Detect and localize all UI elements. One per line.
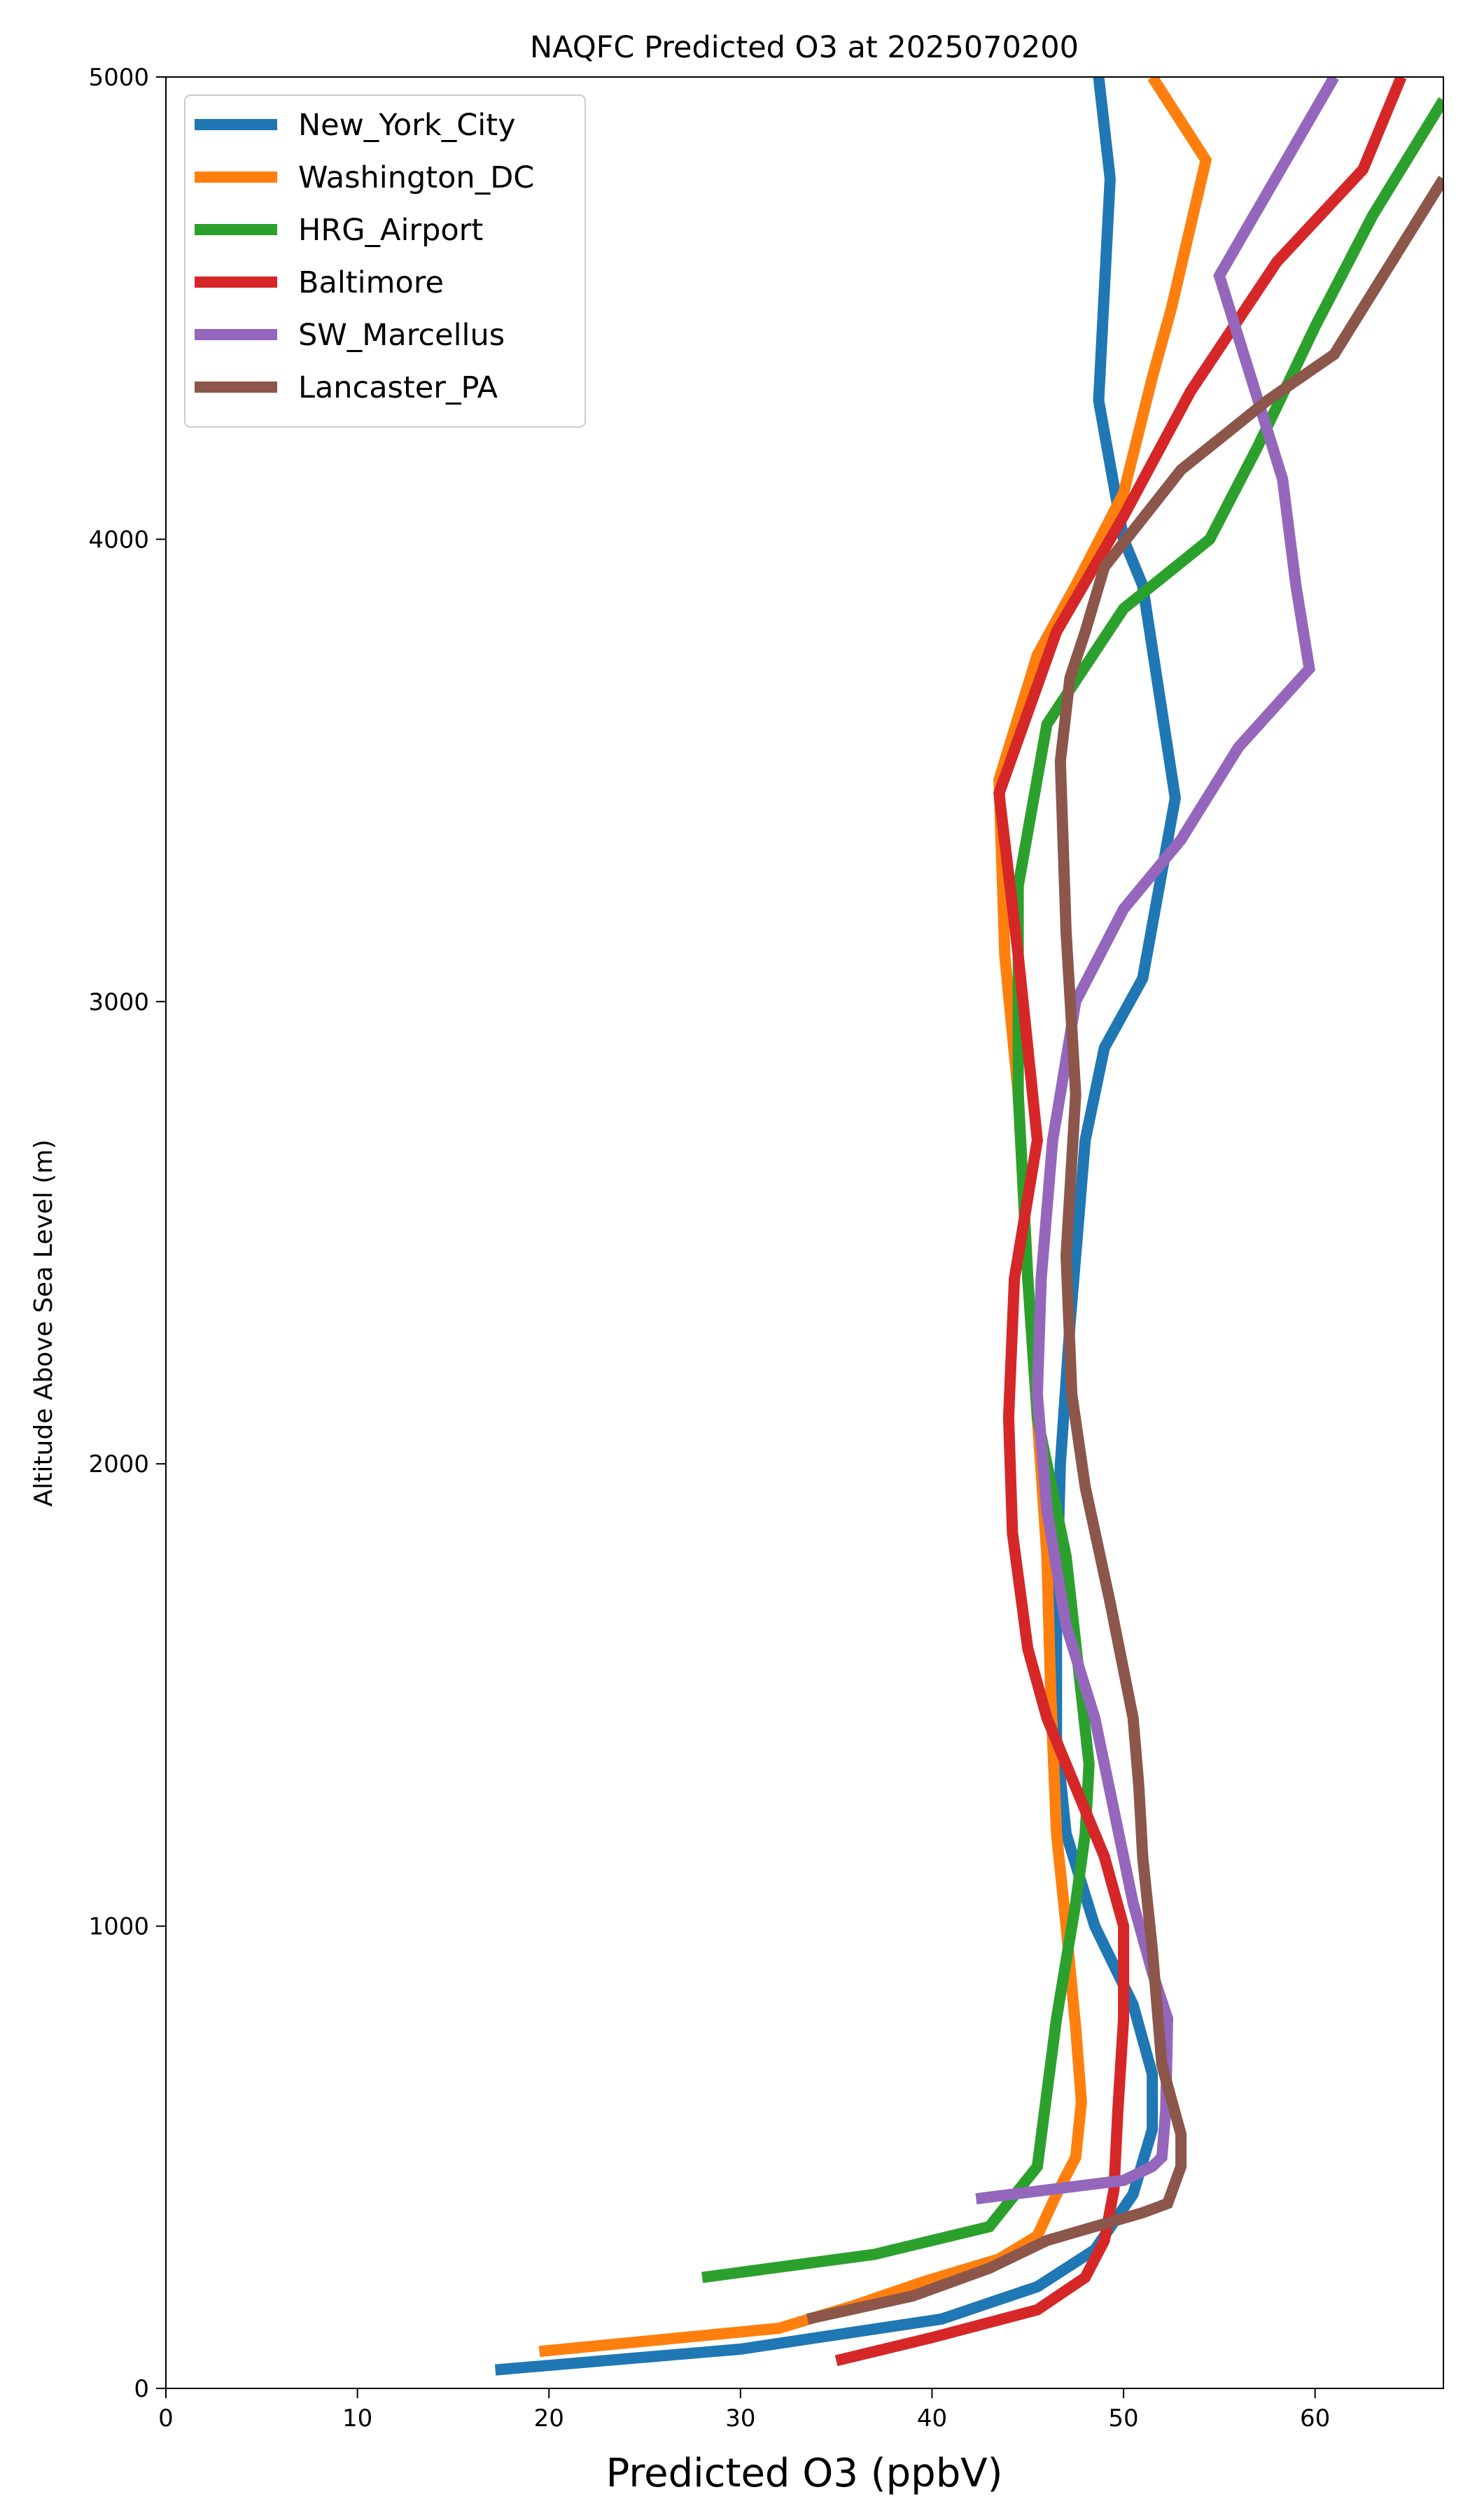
- legend-label: Baltimore: [298, 265, 444, 300]
- x-tick-label: 0: [158, 2404, 174, 2432]
- x-tick-label: 30: [725, 2404, 755, 2432]
- series-line-hrg-airport: [701, 97, 1443, 2283]
- x-tick-label: 40: [917, 2404, 947, 2432]
- y-tick-label: 3000: [88, 988, 149, 1016]
- legend-label: New_York_City: [298, 108, 516, 143]
- series-line-lancaster-pa: [806, 176, 1443, 2325]
- x-tick-label: 10: [342, 2404, 372, 2432]
- y-tick-label: 1000: [88, 1913, 149, 1941]
- legend-box: [184, 94, 586, 428]
- legend-label: HRG_Airport: [298, 213, 483, 248]
- x-tick-label: 50: [1108, 2404, 1138, 2432]
- x-tick-label: 20: [534, 2404, 564, 2432]
- y-tick-label: 4000: [88, 526, 149, 554]
- legend-label: SW_Marcellus: [298, 318, 505, 353]
- series-line-sw-marcellus: [975, 77, 1339, 2205]
- legend: New_York_City Washington_DC HRG_Airport Bal…: [184, 94, 586, 428]
- y-axis-label: Altitude Above Sea Level (m): [29, 1140, 58, 1507]
- legend-label: Washington_DC: [298, 160, 534, 195]
- x-tick-label: 60: [1300, 2404, 1330, 2432]
- legend-label: Lancaster_PA: [298, 370, 498, 405]
- series-line-baltimore: [834, 77, 1407, 2367]
- plot-frame: [165, 76, 1444, 2389]
- y-tick-label: 5000: [88, 64, 149, 92]
- x-axis: 0 10 20 30 40 50 60: [158, 2388, 1330, 2432]
- series-line-new-york-city: [494, 77, 1182, 2376]
- y-tick-label: 0: [134, 2375, 149, 2403]
- y-axis: 0 1000 2000 3000 4000 5000: [88, 64, 166, 2403]
- x-axis-label: Predicted O3 (ppbV): [606, 2451, 1003, 2496]
- chart-title: NAQFC Predicted O3 at 2025070200: [530, 30, 1079, 65]
- y-tick-label: 2000: [88, 1450, 149, 1478]
- series-lines: [494, 77, 1443, 2376]
